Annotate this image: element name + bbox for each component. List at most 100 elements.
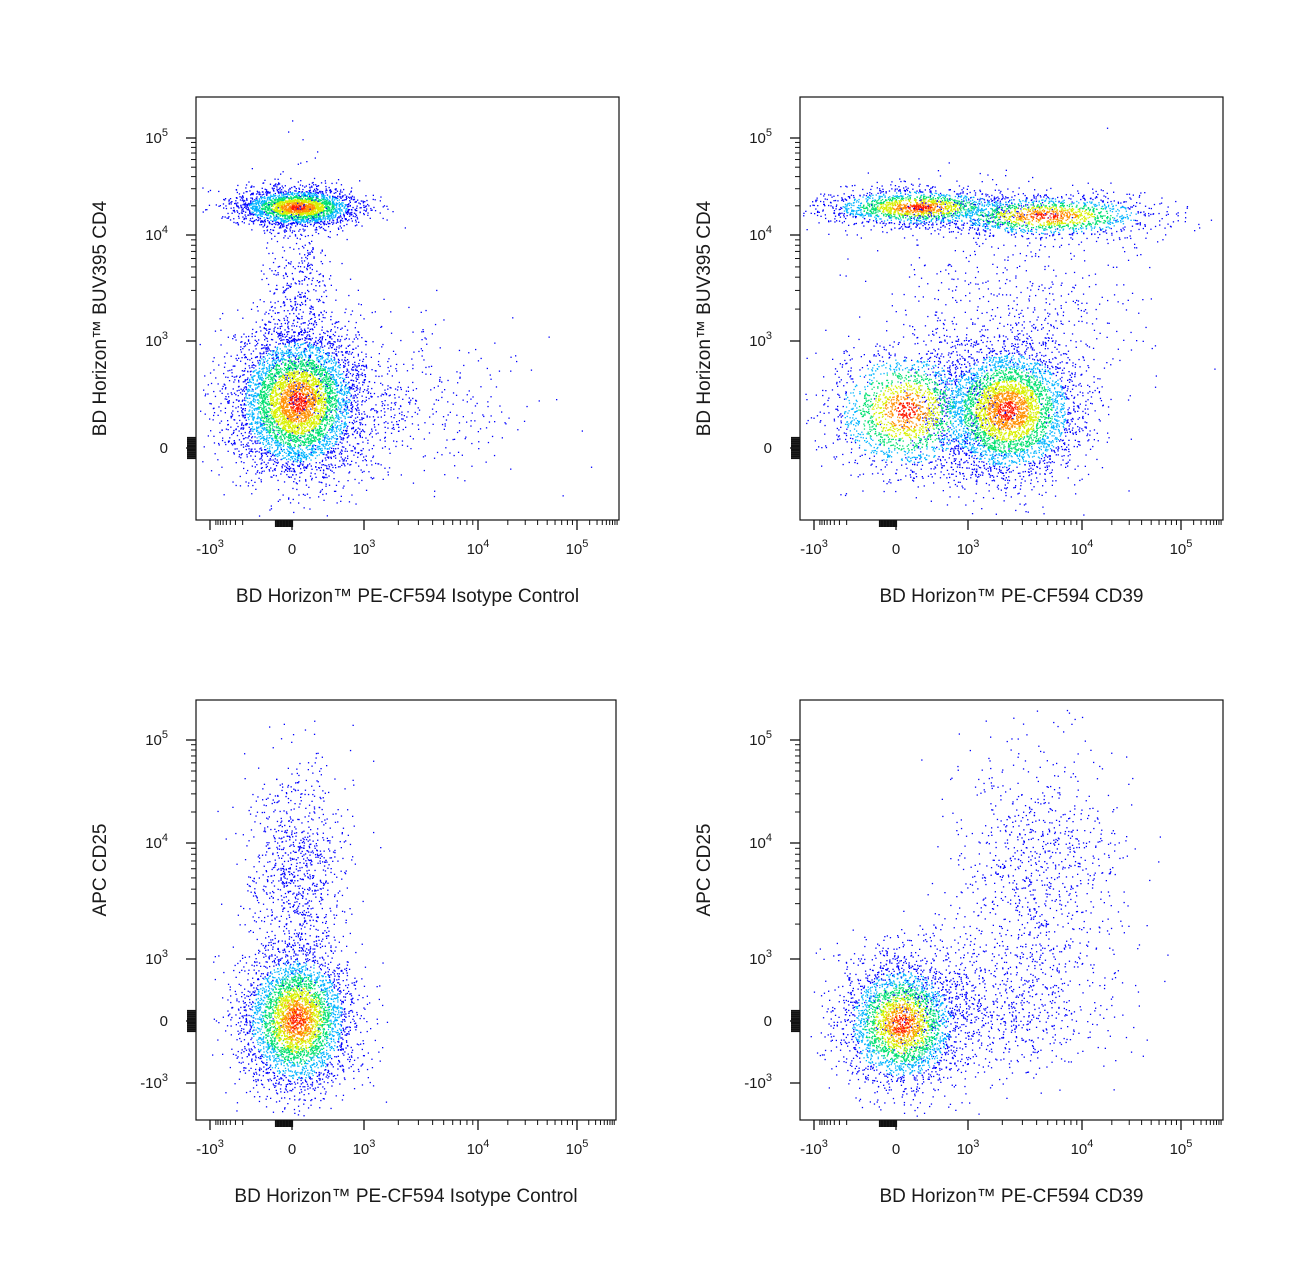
event-dot-1 [329,215,331,217]
event-dot-1 [351,197,353,199]
event-dot-1 [314,207,316,209]
event-dot-1 [314,220,316,222]
event-dot-2 [288,371,291,373]
event-dot-2 [334,331,337,333]
event-dot-1 [251,217,254,219]
event-dot-2 [323,401,326,403]
event-dot-2 [375,375,377,377]
event-dot-1 [310,199,312,202]
event-dot-2 [323,385,325,387]
event-dot-2 [260,425,262,428]
event-dot-1 [277,211,279,213]
event-dot-1 [247,207,249,209]
event-dot-2 [320,369,322,371]
event-dot-2 [318,440,320,442]
event-dot-1 [347,210,350,212]
event-dot-1 [269,211,271,213]
event-dot-1 [287,203,289,206]
event-dot-2 [359,359,361,361]
event-dot-2 [305,378,307,380]
event-dot-1 [269,202,271,204]
event-dot-1 [268,209,270,212]
event-dot-1 [287,193,289,195]
event-dot-2 [343,424,346,426]
event-dot-2 [302,410,304,413]
event-dot-1 [349,213,351,215]
event-dot-2 [278,430,280,432]
event-dot-2 [355,380,357,382]
event-dot-1 [257,209,259,211]
event-dot-1 [275,214,277,216]
event-dot-2 [258,403,260,405]
event-dot-2 [324,388,326,390]
event-dot-2 [305,362,308,364]
event-dot-1 [307,207,309,209]
event-dot-2 [320,423,322,425]
event-dot-1 [263,204,265,206]
event-dot-1 [352,215,354,217]
event-dot-1 [290,211,292,213]
event-dot-2 [309,414,311,416]
event-dot-2 [278,454,280,456]
event-dot-1 [339,203,341,205]
event-dot-2 [233,392,236,394]
event-dot-1 [347,208,349,211]
event-dot-1 [312,225,315,227]
event-dot-1 [340,219,342,221]
event-dot-2 [345,400,347,402]
event-dot-2 [313,438,316,440]
event-dot-2 [291,363,293,365]
event-dot-1 [323,206,325,209]
event-dot-2 [339,377,341,379]
event-dot-1 [346,223,348,226]
event-dot-1 [287,210,289,212]
event-dot-2 [237,425,239,428]
event-dot-1 [278,201,281,203]
event-dot-1 [293,202,295,204]
event-dot-1 [317,211,319,213]
event-dot-2 [331,376,334,378]
event-dot-1 [273,187,275,190]
event-dot-1 [332,223,334,225]
event-dot-2 [315,390,317,393]
event-dot-2 [294,387,296,390]
event-dot-2 [298,318,301,320]
event-dot-1 [297,197,299,200]
event-dot-1 [318,222,321,224]
event-dot-2 [266,329,268,331]
event-dot-2 [342,439,344,441]
event-dot-1 [264,210,266,213]
event-dot-1 [244,214,246,216]
event-dot-2 [342,462,344,465]
event-dot-1 [332,204,334,206]
event-dot-1 [256,201,258,203]
event-dot-1 [236,205,238,208]
event-dot-2 [305,458,308,460]
event-dot-2 [299,393,301,395]
event-dot-1 [315,231,317,233]
event-dot-2 [265,367,268,369]
event-dot-1 [312,213,315,215]
event-dot-2 [277,407,279,409]
event-dot-2 [275,387,277,389]
event-dot-1 [295,195,297,197]
event-dot-1 [309,191,311,193]
event-dot-1 [275,219,277,222]
event-dot-1 [310,191,312,194]
event-dot-2 [282,429,284,431]
event-dot-1 [379,212,381,214]
event-dot-1 [295,209,297,211]
event-dot-2 [307,395,309,397]
event-dot-1 [325,188,327,190]
event-dot-2 [285,414,288,416]
event-dot-2 [309,423,311,425]
event-dot-1 [303,211,305,213]
event-dot-1 [258,219,260,221]
event-dot-2 [322,493,324,496]
event-dot-2 [380,410,382,412]
event-dot-2 [315,371,318,373]
event-dot-2 [288,386,290,388]
event-dot-1 [245,202,247,204]
event-dot-1 [244,200,246,202]
event-dot-1 [291,208,293,210]
